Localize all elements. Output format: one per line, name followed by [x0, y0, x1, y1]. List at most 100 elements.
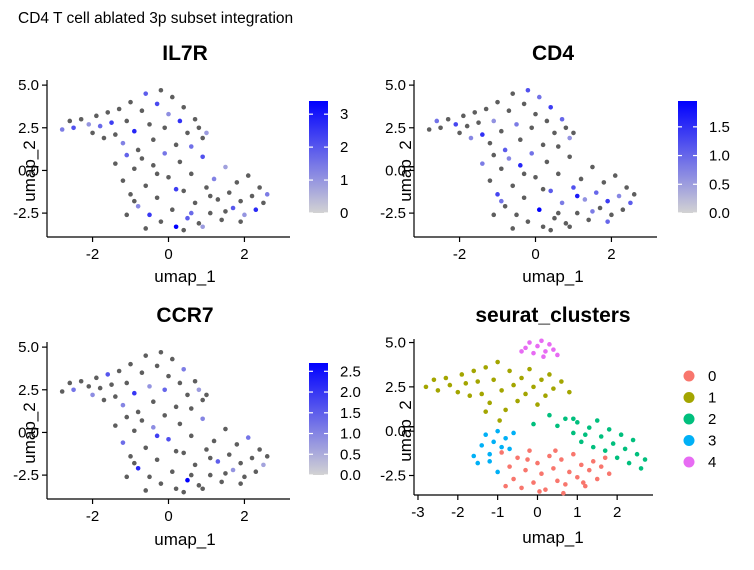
- x-tick-label: 2: [240, 508, 248, 525]
- data-point: [147, 212, 152, 218]
- data-point: [86, 122, 92, 127]
- panel-title: CCR7: [156, 304, 213, 327]
- data-point: [242, 212, 247, 218]
- data-point: [445, 116, 451, 122]
- data-point: [132, 166, 137, 172]
- data-point: [173, 224, 179, 230]
- data-point: [200, 416, 205, 422]
- data-point: [555, 352, 560, 358]
- y-tick-label: 2.5: [385, 120, 406, 137]
- data-point: [575, 474, 580, 480]
- data-point: [185, 215, 190, 221]
- data-point: [431, 377, 437, 383]
- data-point: [519, 349, 524, 354]
- data-point: [120, 440, 126, 445]
- data-point: [476, 120, 481, 125]
- data-point: [154, 457, 160, 463]
- data-point: [249, 455, 255, 461]
- data-point: [245, 435, 251, 440]
- data-point: [204, 130, 209, 136]
- data-point: [185, 477, 190, 483]
- data-point: [620, 207, 626, 212]
- data-point: [536, 94, 542, 100]
- data-point: [467, 393, 473, 399]
- data-point: [177, 159, 183, 165]
- data-point: [540, 186, 546, 192]
- data-point: [540, 142, 546, 148]
- data-point: [207, 193, 213, 199]
- data-point: [151, 399, 156, 405]
- data-point: [602, 455, 608, 461]
- data-point: [196, 221, 202, 226]
- data-point: [552, 130, 557, 136]
- data-point: [543, 487, 548, 492]
- data-point: [610, 441, 616, 446]
- data-point: [113, 161, 118, 166]
- data-point: [511, 382, 516, 388]
- data-point: [535, 402, 540, 407]
- data-point: [158, 87, 164, 93]
- y-tick-label: 2.5: [18, 382, 39, 399]
- data-point: [491, 439, 496, 445]
- data-point: [544, 118, 550, 124]
- data-point: [147, 384, 152, 389]
- data-point: [594, 476, 600, 482]
- legend-swatch: [683, 435, 695, 446]
- colorbar-tick-label: 1.0: [709, 148, 730, 165]
- x-axis-label: umap_1: [522, 528, 583, 547]
- data-point: [204, 392, 209, 398]
- data-point: [468, 135, 474, 141]
- data-point: [582, 432, 588, 438]
- data-point: [188, 210, 194, 216]
- data-point: [245, 173, 251, 178]
- data-point: [162, 413, 168, 418]
- data-point: [521, 195, 527, 201]
- x-axis-label: umap_1: [154, 530, 215, 549]
- data-point: [537, 489, 542, 494]
- data-point: [177, 380, 183, 386]
- data-point: [181, 227, 186, 233]
- data-point: [132, 198, 137, 204]
- data-point: [192, 462, 198, 468]
- data-point: [555, 171, 561, 177]
- data-point: [113, 423, 118, 428]
- y-tick-label: 0.0: [385, 423, 406, 440]
- data-point: [204, 447, 209, 452]
- data-point: [90, 392, 95, 398]
- data-point: [238, 198, 243, 204]
- data-point: [124, 414, 130, 420]
- data-point: [181, 105, 186, 110]
- data-point: [525, 457, 530, 462]
- data-point: [525, 87, 531, 93]
- data-point: [511, 476, 516, 482]
- data-point: [71, 387, 76, 393]
- data-point: [535, 343, 540, 349]
- data-point: [614, 455, 620, 461]
- data-point: [539, 338, 544, 344]
- data-point: [547, 453, 552, 459]
- data-point: [124, 118, 130, 124]
- data-point: [135, 465, 141, 471]
- data-point: [59, 389, 65, 394]
- data-point: [497, 418, 502, 423]
- data-point: [426, 127, 432, 132]
- data-point: [261, 462, 266, 468]
- data-point: [515, 398, 520, 404]
- data-point: [151, 137, 156, 143]
- data-point: [480, 161, 485, 166]
- data-point: [116, 106, 122, 112]
- data-point: [503, 483, 508, 489]
- data-point: [624, 185, 629, 190]
- data-point: [223, 209, 228, 214]
- data-point: [234, 180, 240, 185]
- x-tick-label: -3: [411, 504, 424, 521]
- data-point: [188, 144, 194, 149]
- data-point: [634, 451, 640, 457]
- x-axis-label: umap_1: [522, 267, 583, 286]
- data-point: [143, 445, 149, 451]
- data-point: [533, 111, 538, 117]
- data-point: [598, 434, 604, 439]
- data-point: [135, 409, 141, 415]
- data-point: [443, 375, 449, 381]
